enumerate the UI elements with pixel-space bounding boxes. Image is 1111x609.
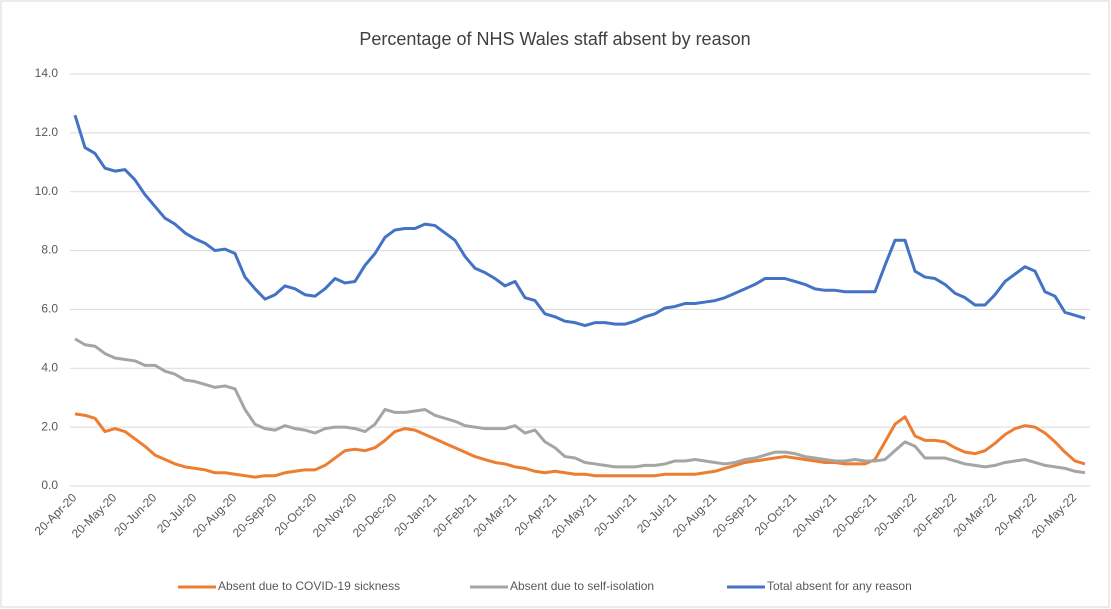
- series-line: [73, 114, 1086, 328]
- chart-title: Percentage of NHS Wales staff absent by …: [359, 29, 750, 49]
- y-tick-label: 2.0: [41, 419, 58, 433]
- legend-label: Absent due to COVID-19 sickness: [218, 579, 400, 593]
- legend-label: Total absent for any reason: [767, 579, 912, 593]
- series-line: [74, 412, 1086, 479]
- y-tick-label: 6.0: [41, 302, 58, 316]
- legend-label: Absent due to self-isolation: [510, 579, 654, 593]
- y-tick-label: 10.0: [35, 184, 59, 198]
- y-tick-label: 0.0: [41, 478, 58, 492]
- y-tick-label: 8.0: [41, 243, 58, 257]
- series-line: [74, 337, 1086, 475]
- y-tick-label: 4.0: [41, 360, 58, 374]
- y-tick-label: 14.0: [35, 66, 59, 80]
- y-tick-label: 12.0: [35, 125, 59, 139]
